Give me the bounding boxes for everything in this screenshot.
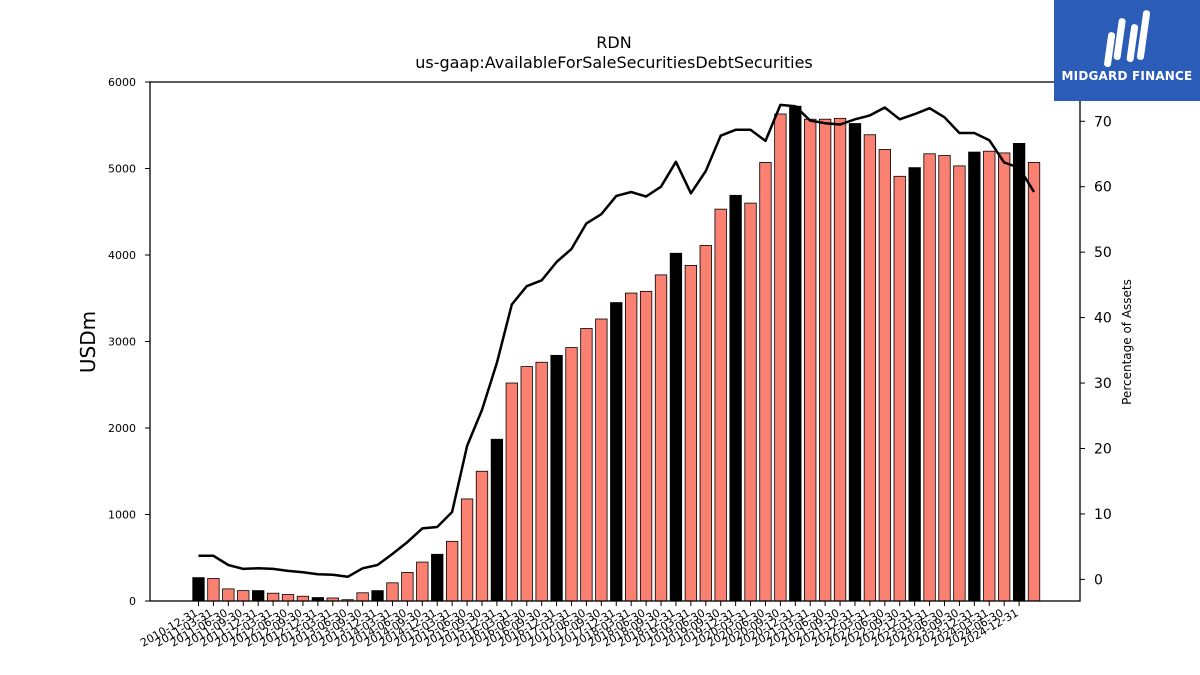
bar	[520, 366, 533, 602]
bar	[565, 347, 578, 602]
bar	[445, 540, 459, 602]
bar	[699, 245, 712, 602]
bar	[1012, 143, 1026, 602]
bar	[1027, 162, 1041, 602]
bar	[192, 577, 205, 602]
bar	[968, 151, 981, 602]
y-tick-label-right: 10	[1094, 507, 1112, 523]
bar	[998, 152, 1011, 602]
bar	[953, 165, 966, 602]
bar	[893, 175, 906, 602]
bar	[863, 134, 877, 602]
y-tick-label-right: 50	[1094, 245, 1112, 261]
bar	[266, 592, 280, 602]
y-tick-label-right: 70	[1094, 114, 1112, 130]
y-tick-label: 0	[129, 595, 136, 608]
y-tick-label-right: 0	[1094, 572, 1103, 588]
logo: MIDGARD FINANCE	[1054, 0, 1200, 101]
bar	[654, 274, 668, 602]
bar	[818, 118, 832, 602]
y-tick-label: 5000	[108, 163, 136, 176]
y-tick-label: 6000	[108, 76, 136, 89]
bar	[729, 194, 742, 602]
bar	[431, 553, 444, 602]
y-tick-label: 1000	[108, 509, 136, 522]
logo-mark-icon	[1104, 10, 1151, 68]
bar	[550, 354, 563, 602]
bar	[759, 162, 772, 602]
bar	[684, 264, 698, 602]
bar	[460, 498, 474, 602]
y-axis-label-right: Percentage of Assets	[1120, 279, 1134, 405]
y-tick-label: 2000	[108, 422, 136, 435]
bar	[237, 590, 250, 602]
bar	[923, 153, 936, 602]
logo-text: MIDGARD FINANCE	[1061, 69, 1193, 83]
bar	[535, 361, 548, 602]
bar	[371, 590, 384, 602]
bar	[207, 578, 220, 602]
bar	[505, 382, 518, 602]
bar	[848, 123, 862, 602]
y-tick-label-right: 20	[1094, 442, 1112, 458]
chart-title: RDN	[596, 33, 631, 52]
bar	[908, 167, 921, 602]
chart-subtitle: us-gaap:AvailableForSaleSecuritiesDebtSe…	[415, 53, 813, 72]
bar	[296, 595, 310, 602]
y-ticks-right: 0 10 20 30 40 50 60 70	[1080, 114, 1112, 588]
y-tick-label-right: 60	[1094, 180, 1112, 196]
y-tick-label-right: 40	[1094, 311, 1112, 327]
bar	[714, 208, 727, 602]
x-ticks: 2010-12-312011-03-312011-06-302011-09-30…	[138, 601, 1021, 650]
bar	[222, 588, 235, 602]
bar	[580, 328, 593, 602]
bar	[386, 582, 399, 602]
bar	[938, 155, 951, 602]
y-tick-label: 4000	[108, 249, 136, 262]
bar	[669, 252, 683, 602]
y-tick-label: 3000	[108, 336, 136, 349]
bar	[416, 561, 429, 602]
percentage-line	[198, 103, 1036, 579]
bar	[595, 318, 608, 602]
bar	[804, 118, 817, 602]
bar	[789, 105, 802, 602]
bar	[744, 202, 757, 602]
y-ticks-left: 0 1000 2000 3000 4000 5000 6000	[108, 76, 150, 608]
bar	[401, 572, 414, 602]
bar	[356, 592, 369, 602]
bar-group	[192, 105, 1041, 602]
bar	[281, 594, 295, 602]
bar	[625, 292, 638, 602]
bar	[490, 438, 504, 602]
bar	[610, 302, 623, 602]
bar	[983, 150, 996, 602]
y-tick-label-right: 30	[1094, 376, 1112, 392]
bar	[833, 117, 847, 602]
bar	[639, 290, 653, 602]
bar	[878, 149, 891, 602]
bar	[475, 470, 489, 602]
y-axis-label-left: USDm	[76, 311, 100, 373]
bar	[252, 590, 265, 602]
bar	[774, 113, 787, 602]
